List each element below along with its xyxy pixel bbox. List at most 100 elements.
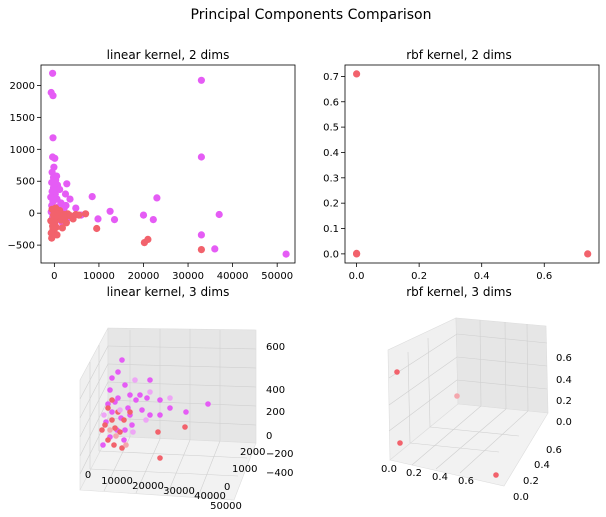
data-point xyxy=(117,429,123,435)
data-point xyxy=(106,207,114,215)
x-tick-label: 0.0 xyxy=(381,464,397,475)
data-point xyxy=(105,401,111,407)
data-point xyxy=(584,250,592,258)
x-tick-label: 0 xyxy=(51,271,57,282)
pane-back-rbf-3d xyxy=(455,317,549,414)
data-point xyxy=(109,409,115,415)
x-tick-label: 20000 xyxy=(132,481,164,492)
x-tick-label: 30000 xyxy=(163,486,195,497)
panel-rbf-2d: rbf kernel, 2 dims 0.0 0.2 0.4 0.6 0.0 0.1 0.2… xyxy=(323,48,600,282)
data-point xyxy=(130,429,136,435)
data-point xyxy=(155,429,161,435)
data-point xyxy=(183,409,189,415)
data-point xyxy=(119,357,125,363)
data-point xyxy=(127,392,133,398)
data-point xyxy=(94,215,102,223)
data-point xyxy=(62,201,70,210)
data-point xyxy=(129,422,135,428)
data-point xyxy=(149,216,157,224)
data-point xyxy=(182,424,188,430)
y-tick-label: 0 xyxy=(29,209,35,220)
x-tick-label: 0.0 xyxy=(349,271,365,282)
grid-rbf-3d xyxy=(388,319,548,474)
y-tick-label: 0.3 xyxy=(323,173,339,184)
y-tick-label: 0.4 xyxy=(323,148,339,159)
data-point xyxy=(58,224,66,232)
data-point xyxy=(197,231,205,239)
data-point xyxy=(109,397,115,403)
data-point xyxy=(51,154,59,162)
z-tick-label: −400 xyxy=(266,468,293,479)
x-tick-label: 0.4 xyxy=(474,271,490,282)
data-point xyxy=(139,211,148,219)
x-tick-label: 0.6 xyxy=(536,271,552,282)
data-point xyxy=(109,375,115,381)
data-point xyxy=(215,210,223,219)
data-point xyxy=(137,392,143,398)
data-point xyxy=(197,246,205,254)
data-point xyxy=(49,92,57,100)
data-point xyxy=(127,409,133,415)
data-point xyxy=(117,407,123,413)
data-point xyxy=(115,395,121,401)
data-point xyxy=(121,417,127,423)
y-tick-label: 2000 xyxy=(240,447,265,458)
x-tick-label: 50000 xyxy=(261,271,293,282)
data-point xyxy=(99,427,105,433)
pane-floor-rbf-3d xyxy=(389,403,549,487)
data-point xyxy=(72,204,80,212)
data-point xyxy=(122,382,128,388)
data-point xyxy=(153,194,161,202)
data-point xyxy=(144,395,150,401)
panel-linear-2d: linear kernel, 2 dims 0 10000 20000 30000 40… xyxy=(8,48,296,282)
data-point xyxy=(107,427,113,433)
z-tick-label: 0 xyxy=(266,431,272,442)
y-tick-label: 0.5 xyxy=(323,123,339,134)
data-point xyxy=(115,369,121,375)
x-tick-label: 20000 xyxy=(128,271,160,282)
y-tick-label: −500 xyxy=(8,241,35,252)
data-point xyxy=(82,210,90,218)
data-point xyxy=(105,405,111,411)
z-tick-label: 200 xyxy=(266,407,285,418)
data-point xyxy=(101,412,107,418)
x-tick-label: 30000 xyxy=(172,271,204,282)
y-tick-label: 0.2 xyxy=(323,199,339,210)
data-point xyxy=(50,163,58,171)
data-point xyxy=(61,190,70,198)
data-point xyxy=(52,204,60,212)
data-point xyxy=(109,417,115,423)
x-tick-label: 10000 xyxy=(101,476,133,487)
data-point xyxy=(49,69,57,77)
data-point xyxy=(157,412,163,418)
data-point xyxy=(63,180,71,188)
data-point xyxy=(53,231,61,239)
plot-frame-rbf-2d xyxy=(344,64,600,264)
data-point xyxy=(167,405,173,411)
data-point xyxy=(112,425,118,431)
data-point xyxy=(107,387,113,393)
data-point xyxy=(205,401,211,407)
x-tick-label: 0.2 xyxy=(411,271,427,282)
data-point xyxy=(143,417,149,423)
data-point xyxy=(113,433,119,439)
data-point xyxy=(493,472,499,478)
plot-frame-linear-2d xyxy=(40,64,296,264)
data-point xyxy=(102,422,108,428)
data-point xyxy=(100,442,106,448)
data-point xyxy=(197,153,205,161)
z-tick-label: 0.6 xyxy=(556,353,572,364)
data-point xyxy=(123,442,129,448)
data-point xyxy=(53,172,61,180)
panel-title-linear-2d: linear kernel, 2 dims xyxy=(107,48,230,62)
z-tick-label: 0.2 xyxy=(556,396,572,407)
panel-rbf-3d: rbf kernel, 3 dims 0.0 0.2 0.4 0.6 0.0 0.2 0.4… xyxy=(381,285,572,503)
y-tick-label: 0.6 xyxy=(546,445,562,456)
y-tick-label: 2000 xyxy=(10,81,35,92)
data-point xyxy=(72,210,80,219)
data-point xyxy=(119,445,125,451)
y-tick-label: 1000 xyxy=(232,464,257,475)
data-point xyxy=(105,437,111,443)
